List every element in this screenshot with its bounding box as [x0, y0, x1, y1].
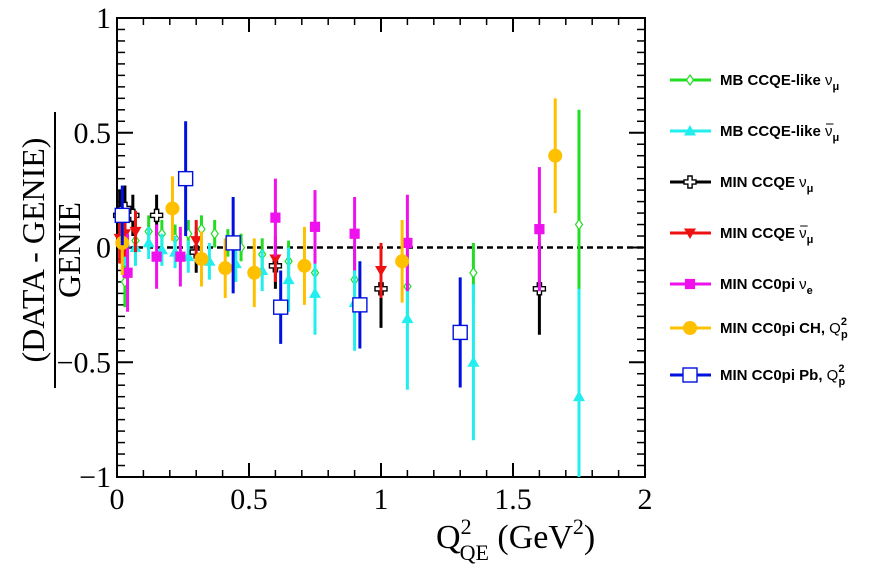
data-point	[309, 287, 321, 298]
legend-marker	[683, 175, 697, 189]
data-point	[469, 266, 478, 279]
data-point	[210, 227, 219, 240]
legend-entry: MIN CCQE νμ	[670, 225, 813, 246]
data-point	[395, 254, 410, 269]
data-point	[349, 228, 360, 239]
legend-entry: MIN CC0pi νe	[670, 276, 813, 297]
legend-label: MB CCQE-like νμ	[720, 123, 839, 144]
data-point	[177, 170, 194, 187]
data-point	[401, 312, 414, 324]
x-axis: 0 0.5 1 1.5 2	[110, 18, 653, 516]
data-point	[272, 299, 289, 315]
data-point	[452, 324, 468, 341]
legend-label: MIN CC0pi νe	[720, 276, 813, 297]
data-point	[375, 265, 387, 277]
legend-label: MIN CCQE νμ	[720, 174, 813, 195]
data-point	[175, 251, 186, 262]
legend-label: MIN CCQE νμ	[720, 225, 813, 246]
legend-entry: MIN CC0pi CH, Q2 p	[670, 316, 848, 341]
data-point	[149, 208, 164, 223]
legend-label: MB CCQE-like νμ	[720, 72, 839, 93]
legend-marker	[682, 367, 698, 383]
data-point	[269, 254, 282, 265]
x-tick-label: 1	[374, 483, 389, 516]
data-point	[142, 236, 155, 248]
x-tick-label: 1.5	[494, 483, 532, 516]
series-1	[118, 219, 585, 477]
data-point	[282, 273, 295, 285]
data-point	[467, 356, 480, 367]
data-point	[114, 207, 130, 224]
y-axis-label-numerator: (DATA - GENIE)	[15, 138, 51, 363]
data-point	[122, 267, 133, 278]
y-tick-label: 1	[96, 2, 111, 35]
data-point	[574, 218, 584, 231]
x-tick-label: 0	[110, 483, 125, 516]
data-series	[112, 98, 585, 477]
data-point	[190, 236, 203, 247]
data-point	[309, 221, 321, 232]
data-point	[534, 224, 545, 235]
data-point	[548, 148, 563, 163]
data-point	[218, 261, 233, 276]
y-axis-label-denominator: GENIE	[51, 202, 87, 298]
y-tick-label: −0.5	[57, 346, 111, 379]
legend-marker	[683, 321, 697, 335]
legend-label: MIN CC0pi CH, Q2 p	[720, 316, 848, 341]
series-4	[122, 167, 545, 312]
data-point	[270, 212, 281, 223]
x-axis-label: Q2 QE (GeV2)	[436, 514, 595, 565]
data-point	[247, 265, 262, 280]
legend-entry: MIN CC0pi Pb, Q2 p	[670, 363, 845, 388]
data-point	[297, 258, 312, 273]
legend-marker	[684, 125, 696, 136]
y-tick-label: −1	[79, 461, 111, 494]
x-tick-label: 0.5	[230, 483, 268, 516]
data-point	[194, 251, 209, 266]
legend-entry: MB CCQE-like νμ	[670, 72, 839, 93]
series-5	[115, 98, 563, 308]
data-point	[352, 297, 368, 313]
data-point	[573, 390, 585, 402]
y-tick-label: 0.5	[74, 117, 112, 150]
data-point	[402, 237, 413, 249]
legend-label: MIN CC0pi Pb, Q2 p	[720, 363, 845, 388]
data-point	[165, 201, 180, 216]
data-point	[129, 226, 142, 238]
legend-marker	[684, 228, 696, 239]
legend: MB CCQE-like νμ MB CCQE-like νμ MIN CCQE ν…	[670, 72, 848, 388]
y-tick-label: 0	[96, 232, 111, 265]
legend-entry: MB CCQE-like νμ	[670, 123, 839, 144]
legend-marker	[685, 73, 695, 87]
legend-marker	[684, 278, 696, 290]
legend-entry: MIN CCQE νμ	[670, 174, 813, 195]
y-axis-label: (DATA - GENIE) GENIE	[15, 112, 87, 388]
series-6	[114, 121, 468, 388]
data-point	[151, 251, 162, 262]
data-point	[225, 235, 241, 251]
x-tick-label: 2	[638, 483, 653, 516]
